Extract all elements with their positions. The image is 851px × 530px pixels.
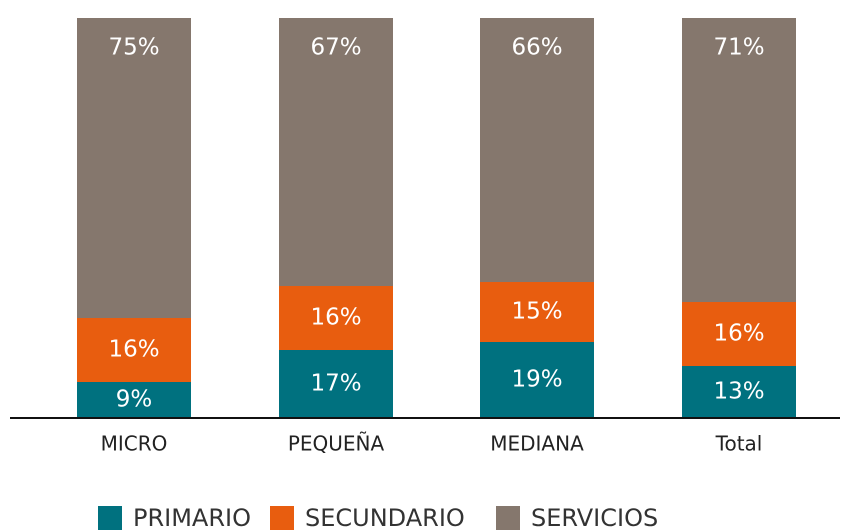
bar-segment <box>77 318 191 382</box>
legend-label: SERVICIOS <box>531 504 658 530</box>
value-label: 15% <box>511 299 562 325</box>
legend-swatch <box>496 506 520 530</box>
x-tick-label: MICRO <box>101 432 168 456</box>
bar-segment <box>682 302 796 366</box>
legend-swatch <box>98 506 122 530</box>
value-label: 71% <box>713 35 764 61</box>
value-label: 13% <box>713 379 764 405</box>
bar-segment <box>480 282 594 342</box>
x-tick-label: Total <box>715 432 763 456</box>
value-label: 17% <box>310 371 361 397</box>
bar-segment <box>279 350 393 418</box>
bar-segment <box>279 18 393 286</box>
value-label: 16% <box>310 305 361 331</box>
bar-segment <box>279 286 393 350</box>
bar-segment <box>480 18 594 282</box>
value-label: 67% <box>310 35 361 61</box>
legend-label: SECUNDARIO <box>305 504 465 530</box>
value-label: 66% <box>511 35 562 61</box>
legend-label: PRIMARIO <box>133 504 251 530</box>
value-label: 9% <box>116 387 153 413</box>
x-tick-label: MEDIANA <box>490 432 584 456</box>
legend-swatch <box>270 506 294 530</box>
value-label: 19% <box>511 367 562 393</box>
value-label: 16% <box>108 337 159 363</box>
bar-segment <box>682 18 796 302</box>
bar-segment <box>480 342 594 418</box>
bar-segment <box>77 18 191 318</box>
value-label: 75% <box>108 35 159 61</box>
x-tick-label: PEQUEÑA <box>288 432 385 456</box>
bar-segment <box>682 366 796 418</box>
bar-segment <box>77 382 191 418</box>
value-label: 16% <box>713 321 764 347</box>
